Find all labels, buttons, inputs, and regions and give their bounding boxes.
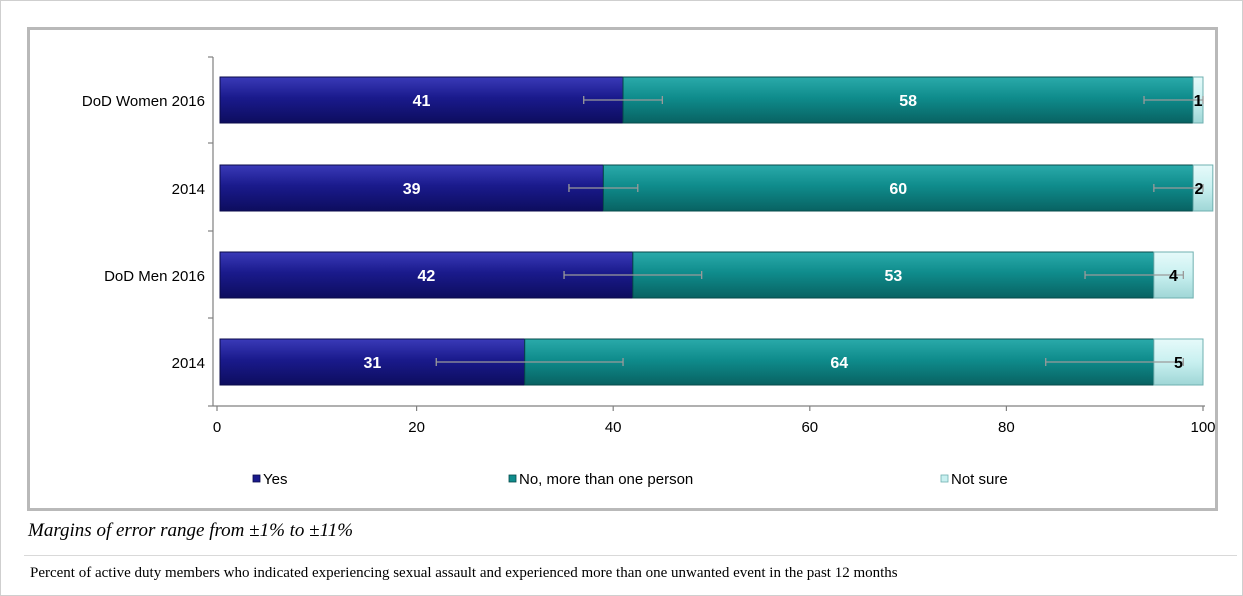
data-label-not-sure-0: 1 <box>1194 93 1203 110</box>
y-tick-label-1: 2014 <box>172 181 205 198</box>
legend-item-not-sure: Not sure <box>940 471 1008 488</box>
error-bar-no-1 <box>1153 184 1204 192</box>
x-tick-label-40: 40 <box>605 419 622 436</box>
data-label-yes-2: 42 <box>418 268 436 285</box>
y-tick-label-3: 2014 <box>172 355 205 372</box>
legend-item-no-more-than-one: No, more than one person <box>508 471 693 488</box>
divider <box>24 555 1237 556</box>
data-label-yes-0: 41 <box>413 93 431 110</box>
data-label-yes-1: 39 <box>403 181 421 198</box>
data-label-no-more-than-one-0: 58 <box>899 93 917 110</box>
data-label-yes-3: 31 <box>363 355 381 372</box>
margin-of-error-note: Margins of error range from ±1% to ±11% <box>28 520 354 541</box>
x-tick-label-100: 100 <box>1190 419 1215 436</box>
bar-no-more-than-one-2 <box>632 251 1155 299</box>
data-label-no-more-than-one-3: 64 <box>830 355 848 372</box>
legend-label: Not sure <box>951 471 1008 488</box>
y-tick-label-2: DoD Men 2016 <box>104 268 205 285</box>
legend-label: No, more than one person <box>519 471 693 488</box>
x-tick-label-60: 60 <box>801 419 818 436</box>
stacked-bar-chart: 41 58 1 39 60 2 42 53 4 31 64 5 DoD Women 2016 2014 D… <box>82 56 1216 488</box>
legend-marker <box>508 474 517 483</box>
error-bar-yes-0 <box>583 96 663 104</box>
error-bar-yes-2 <box>563 271 703 279</box>
data-label-no-more-than-one-1: 60 <box>889 181 907 198</box>
data-label-no-more-than-one-2: 53 <box>884 268 902 285</box>
data-label-not-sure-2: 4 <box>1169 268 1178 285</box>
bar-yes-0 <box>219 76 624 124</box>
legend-label: Yes <box>263 471 287 488</box>
error-bar-no-3 <box>1045 358 1184 366</box>
bar-no-more-than-one-1 <box>602 164 1194 212</box>
error-bar-yes-1 <box>568 184 639 192</box>
y-tick-label-0: DoD Women 2016 <box>82 93 205 110</box>
chart-caption: Percent of active duty members who indic… <box>30 565 898 581</box>
data-label-not-sure-3: 5 <box>1174 355 1183 372</box>
error-bar-no-0 <box>1143 96 1204 104</box>
error-bar-yes-3 <box>435 358 624 366</box>
x-tick-label-0: 0 <box>213 419 221 436</box>
x-tick-label-20: 20 <box>408 419 425 436</box>
data-label-not-sure-1: 2 <box>1195 181 1204 198</box>
bar-yes-1 <box>219 164 604 212</box>
x-tick-label-80: 80 <box>998 419 1015 436</box>
error-bar-no-2 <box>1084 271 1184 279</box>
legend-marker <box>940 474 949 483</box>
legend-marker <box>252 474 261 483</box>
legend-item-yes: Yes <box>252 471 287 488</box>
